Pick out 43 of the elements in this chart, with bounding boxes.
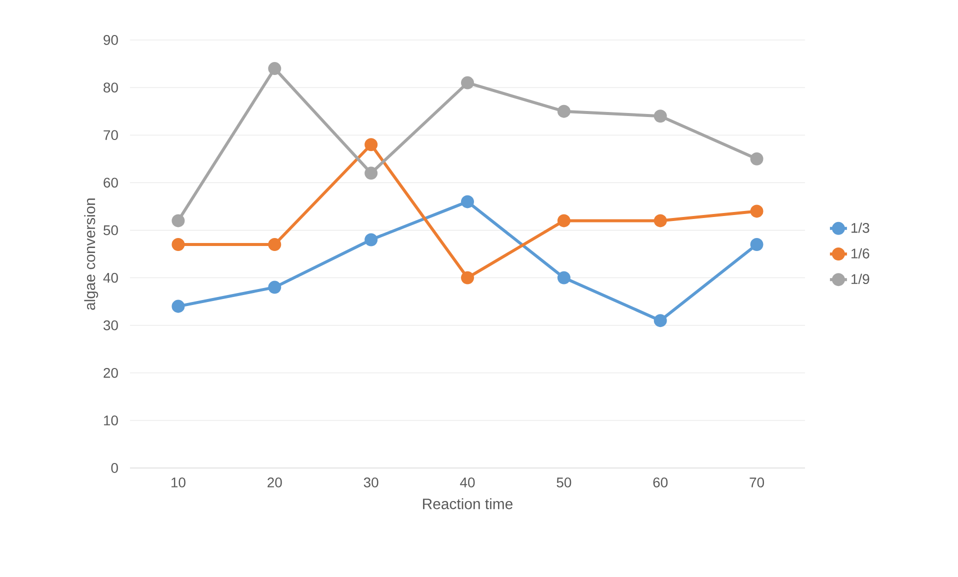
- point: [750, 238, 764, 251]
- x-tick-label: 10: [172, 478, 186, 488]
- y-tick-label: 50: [104, 225, 118, 236]
- point: [268, 280, 282, 294]
- point: [750, 204, 764, 218]
- point: [364, 233, 378, 246]
- point: [268, 62, 282, 76]
- point: [172, 238, 185, 251]
- point: [268, 238, 282, 251]
- point: [654, 314, 667, 328]
- point: [364, 138, 378, 152]
- x-tick-label: 40: [460, 478, 475, 488]
- point: [750, 152, 764, 166]
- legend-label: 1/9: [852, 274, 870, 284]
- y-tick-label: 20: [104, 368, 118, 378]
- legend-label: 1/6: [852, 248, 870, 258]
- point: [172, 300, 185, 313]
- y-tick-label: 10: [104, 415, 118, 426]
- point: [461, 271, 474, 284]
- point: [557, 214, 570, 228]
- point: [172, 214, 185, 228]
- y-axis-title: algae conversion: [84, 198, 98, 310]
- x-tick-label: 20: [268, 478, 282, 488]
- x-axis-title: Reaction time: [423, 498, 512, 510]
- x-tick-label: 60: [653, 478, 668, 488]
- point: [461, 76, 474, 90]
- y-tick-label: 60: [104, 178, 118, 188]
- x-tick-label: 30: [364, 478, 378, 488]
- point: [654, 110, 667, 123]
- x-tick-label: 50: [556, 478, 572, 488]
- y-tick-label: 30: [104, 320, 118, 330]
- y-tick-label: 0: [111, 463, 118, 473]
- point: [654, 214, 667, 228]
- y-tick-label: 70: [104, 130, 118, 140]
- y-tick-label: 40: [103, 272, 118, 283]
- point: [557, 104, 570, 118]
- point: [557, 271, 570, 284]
- x-tick-label: 70: [750, 478, 764, 488]
- point: [461, 195, 474, 208]
- y-tick-label: 90: [104, 35, 118, 45]
- point: [364, 166, 378, 180]
- legend-label: 1/3: [852, 222, 870, 233]
- y-tick-label: 80: [104, 82, 118, 93]
